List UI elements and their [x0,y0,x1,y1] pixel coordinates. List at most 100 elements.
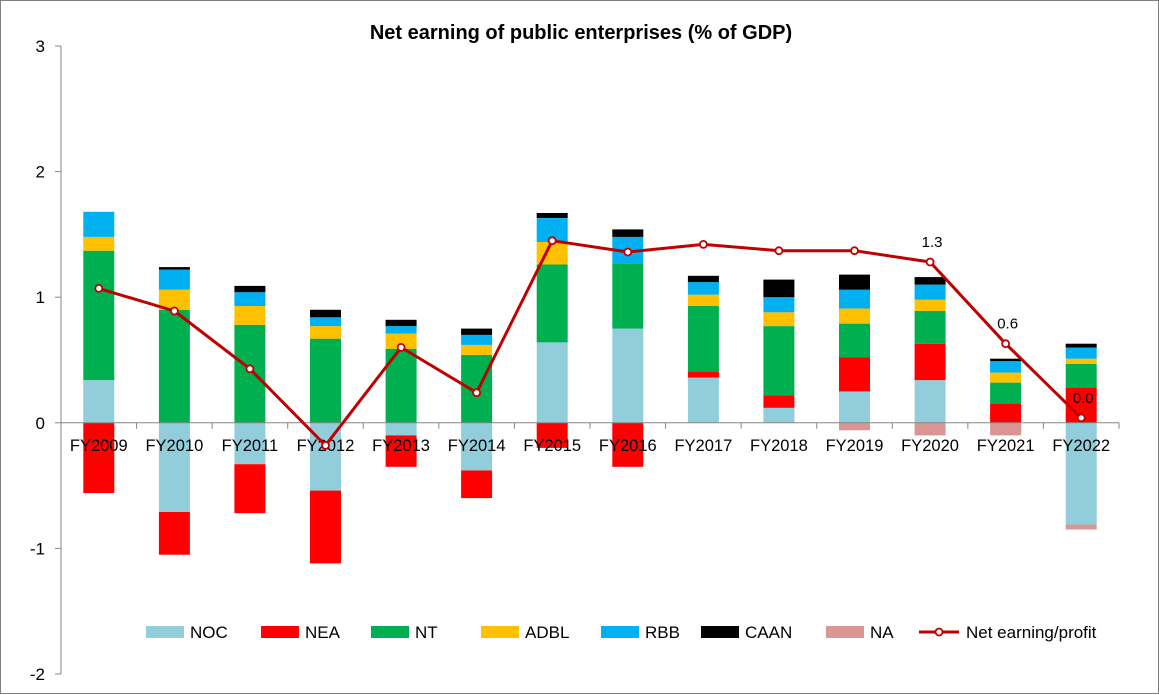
bar-noc-fy2022 [1065,422,1097,525]
bar-rbb-fy2018 [763,297,795,313]
bar-nea-fy2009 [83,422,115,494]
bar-rbb-fy2020 [914,284,946,300]
legend-label-caan: CAAN [745,623,792,642]
legend-label-rbb: RBB [645,623,680,642]
bar-adbl-fy2014 [461,344,493,355]
bar-noc-fy2009 [83,380,115,423]
bar-nea-fy2021 [990,404,1022,423]
bar-caan-fy2011 [234,285,266,293]
y-tick-label: -2 [30,665,45,684]
bar-nea-fy2018 [763,395,795,408]
bar-nt-fy2018 [763,326,795,396]
net-earning-line [98,239,1083,447]
bar-nea-fy2012 [310,490,341,564]
bar-nea-fy2016 [612,422,644,467]
bar-nt-fy2011 [234,324,266,423]
data-label-fy2020: 1.3 [922,234,943,251]
net-earning-point-fy2011 [245,364,255,374]
bar-caan-fy2022 [1065,343,1097,348]
bar-adbl-fy2011 [234,306,266,325]
legend-label-nt: NT [415,623,438,642]
bar-rbb-fy2009 [83,211,115,237]
bar-adbl-fy2017 [687,294,719,306]
bars-layer [83,211,1097,564]
bar-nt-fy2022 [1065,363,1097,388]
bar-noc-fy2010 [158,422,190,512]
bar-caan-fy2012 [310,309,341,318]
x-tick-label-fy2013: FY2013 [372,437,430,455]
bar-nt-fy2015 [536,264,568,343]
legend-swatch-caan [701,626,739,638]
legend-swatch-nt [371,626,409,638]
legend-swatch-na [826,626,864,638]
bar-na-fy2019 [839,422,870,431]
net-earning-point-fy2018 [774,246,784,256]
bar-nea-fy2019 [839,357,870,392]
net-earning-point-fy2012 [321,440,330,450]
bar-adbl-fy2021 [990,372,1022,383]
bar-nt-fy2017 [687,306,719,372]
bar-nea-fy2014 [461,470,493,499]
bar-caan-fy2018 [763,279,795,298]
bar-caan-fy2010 [158,267,190,270]
bar-caan-fy2017 [687,275,719,283]
net-earning-point-fy2015 [547,236,557,246]
bar-rbb-fy2021 [990,361,1022,373]
bar-nea-fy2017 [687,371,719,378]
y-tick-label: 2 [36,163,45,182]
net-earning-point-fy2016 [623,247,633,257]
bar-caan-fy2013 [385,319,417,327]
bar-rbb-fy2022 [1065,347,1097,359]
bar-nt-fy2020 [914,311,946,344]
bar-nea-fy2011 [234,464,266,514]
net-earning-point-fy2013 [396,342,406,352]
net-earning-point-fy2017 [699,239,708,249]
bar-nt-fy2021 [990,382,1022,404]
legend-label-na: NA [870,623,894,642]
net-earning-point-fy2010 [169,306,179,316]
bar-caan-fy2019 [839,274,870,290]
bar-nt-fy2016 [612,263,644,329]
bar-adbl-fy2012 [310,326,341,339]
bar-adbl-fy2022 [1065,358,1097,364]
bar-nea-fy2015 [536,422,568,448]
net-earning-point-fy2022 [1076,413,1086,423]
bar-nt-fy2019 [839,323,870,358]
x-tick-label-fy2022: FY2022 [1052,437,1110,455]
y-tick-label: 1 [36,288,45,307]
x-tick-label-fy2009: FY2009 [70,437,128,455]
bar-noc-fy2016 [612,328,644,423]
category-labels-layer: FY2009FY2010FY2011FY2012FY2013FY2014FY20… [70,437,1110,455]
legend-swatch-adbl [481,626,519,638]
bar-nea-fy2020 [914,343,946,381]
bar-caan-fy2014 [461,328,493,335]
data-label-fy2022: 0.0 [1073,390,1094,407]
axes-layer: -2 -1 0 1 2 3 [30,37,1120,684]
bar-adbl-fy2020 [914,299,946,311]
bar-rbb-fy2017 [687,282,719,295]
x-tick-label-fy2011: FY2011 [222,437,279,455]
bar-nea-fy2013 [385,435,417,467]
bar-na-fy2022 [1065,524,1097,530]
legend-swatch-rbb [601,626,639,638]
x-tick-label-fy2016: FY2016 [599,437,657,455]
bar-rbb-fy2010 [158,269,190,290]
x-tick-label-fy2018: FY2018 [750,437,808,455]
bar-adbl-fy2010 [158,289,190,310]
data-label-fy2021: 0.6 [997,316,1018,333]
bar-na-fy2020 [914,422,946,436]
bar-rbb-fy2015 [536,218,568,242]
line-layer: 1.3 0.6 0.0 [94,234,1094,450]
bar-adbl-fy2009 [83,236,115,251]
bar-caan-fy2016 [612,229,644,237]
legend-swatch-noc [146,626,184,638]
x-tick-label-fy2015: FY2015 [523,437,581,455]
bar-caan-fy2015 [536,213,568,218]
bar-nt-fy2009 [83,250,115,381]
bar-rbb-fy2012 [310,317,341,327]
bar-noc-fy2019 [839,391,870,423]
legend-swatch-nea [261,626,299,638]
legend-label-noc: NOC [190,623,228,642]
